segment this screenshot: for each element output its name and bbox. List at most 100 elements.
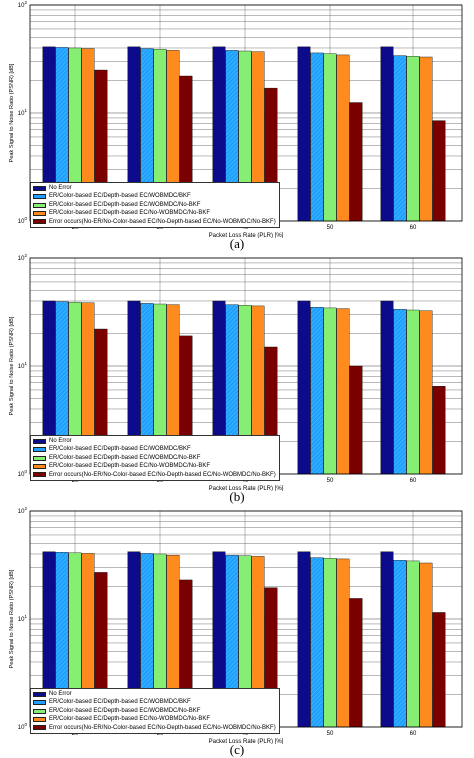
legend-label: Error occurs(No-ER/No-Color-based EC/No-… — [49, 471, 276, 478]
x-axis-label: Packet Loss Rate (PLR) [%] — [209, 739, 284, 744]
legend-item-er-no-bkf: ER/Color-based EC/Depth-based EC/WOBMDC/… — [33, 454, 276, 462]
chart-c-svg: 1001011022030405060Packet Loss Rate (PLR… — [9, 506, 463, 744]
y-tick-label: 100 — [18, 216, 28, 225]
bar-error-occurs-no-er-no-color-ba-plr-50 — [349, 598, 363, 728]
legend-item-error-occurs: Error occurs(No-ER/No-Color-based EC/No-… — [33, 471, 276, 479]
legend-item-no-wobmdc: ER/Color-based EC/Depth-based EC/No-WOBM… — [33, 715, 276, 723]
x-tick-label: 60 — [410, 478, 417, 484]
legend-item-er-bkf: ER/Color-based EC/Depth-based EC/WOBMDC/… — [33, 698, 276, 706]
y-tick-label: 100 — [18, 722, 28, 731]
y-tick-label: 102 — [18, 506, 28, 515]
legend-label: No Error — [49, 185, 72, 191]
chart-panel-b: 1001011022030405060Packet Loss Rate (PLR… — [0, 253, 474, 505]
legend-label: Error occurs(No-ER/No-Color-based EC/No-… — [49, 724, 276, 731]
chart-c-legend: No Error ER/Color-based EC/Depth-based E… — [30, 688, 280, 735]
chart-a-legend: No Error ER/Color-based EC/Depth-based E… — [30, 182, 280, 229]
bar-no-error-plr-50 — [297, 551, 311, 728]
bar-error-occurs-no-er-no-color-ba-plr-50 — [349, 102, 363, 222]
bar-error-occurs-no-er-no-color-ba-plr-60 — [432, 120, 446, 222]
y-tick-label: 101 — [18, 108, 28, 117]
legend-label: No Error — [49, 438, 72, 444]
bar-er-color-based-ec-depth-based--plr-60 — [393, 560, 407, 728]
y-axis-label: Peak Signal to Noise Ratio (PSNR) [dB] — [9, 569, 15, 668]
legend-item-error-occurs: Error occurs(No-ER/No-Color-based EC/No-… — [33, 724, 276, 732]
y-tick-label: 101 — [18, 361, 28, 370]
bar-er-color-based-ec-depth-based--plr-50 — [323, 558, 337, 728]
x-axis-label: Packet Loss Rate (PLR) [%] — [209, 233, 284, 238]
bar-er-color-based-ec-depth-based--plr-60 — [419, 562, 433, 728]
bar-er-color-based-ec-depth-based--plr-60 — [406, 560, 420, 728]
y-axis-label: Peak Signal to Noise Ratio (PSNR) [dB] — [9, 63, 15, 162]
bar-er-color-based-ec-depth-based--plr-60 — [406, 56, 420, 222]
legend-item-no-wobmdc: ER/Color-based EC/Depth-based EC/No-WOBM… — [33, 462, 276, 470]
y-axis-label: Peak Signal to Noise Ratio (PSNR) [dB] — [9, 316, 15, 415]
legend-label: ER/Color-based EC/Depth-based EC/No-WOBM… — [49, 210, 211, 217]
caption-b: (b) — [229, 489, 245, 504]
bar-no-error-plr-50 — [297, 300, 311, 475]
legend-label: ER/Color-based EC/Depth-based EC/WOBMDC/… — [49, 201, 201, 208]
legend-item-no-error: No Error — [33, 184, 276, 192]
caption-a: (a) — [229, 236, 245, 251]
x-tick-label: 50 — [327, 225, 334, 231]
bar-er-color-based-ec-depth-based--plr-60 — [419, 56, 433, 222]
bar-er-color-based-ec-depth-based--plr-50 — [323, 53, 337, 222]
legend-label: ER/Color-based EC/Depth-based EC/No-WOBM… — [49, 716, 211, 723]
y-tick-label: 100 — [18, 469, 28, 478]
legend-item-no-error: No Error — [33, 437, 276, 445]
legend-label: No Error — [49, 691, 72, 697]
legend-swatch — [33, 455, 46, 461]
bar-error-occurs-no-er-no-color-ba-plr-60 — [432, 386, 446, 475]
legend-label: ER/Color-based EC/Depth-based EC/No-WOBM… — [49, 463, 211, 470]
chart-panel-a: 1001011022030405060Packet Loss Rate (PLR… — [0, 0, 474, 252]
bar-er-color-based-ec-depth-based--plr-60 — [393, 55, 407, 222]
bar-error-occurs-no-er-no-color-ba-plr-50 — [349, 365, 363, 475]
legend-swatch — [33, 185, 46, 191]
legend-item-er-bkf: ER/Color-based EC/Depth-based EC/WOBMDC/… — [33, 192, 276, 200]
legend-swatch — [33, 219, 46, 225]
x-tick-label: 50 — [327, 731, 334, 737]
bar-no-error-plr-60 — [380, 551, 394, 728]
legend-item-no-wobmdc: ER/Color-based EC/Depth-based EC/No-WOBM… — [33, 209, 276, 217]
legend-label: ER/Color-based EC/Depth-based EC/WOBMDC/… — [49, 707, 201, 714]
legend-label: ER/Color-based EC/Depth-based EC/WOBMDC/… — [49, 699, 191, 706]
legend-item-er-no-bkf: ER/Color-based EC/Depth-based EC/WOBMDC/… — [33, 707, 276, 715]
legend-swatch — [33, 202, 46, 208]
legend-swatch — [33, 708, 46, 714]
bar-er-color-based-ec-depth-based--plr-60 — [419, 310, 433, 475]
bar-error-occurs-no-er-no-color-ba-plr-60 — [432, 612, 446, 728]
legend-swatch — [33, 700, 46, 706]
legend-item-error-occurs: Error occurs(No-ER/No-Color-based EC/No-… — [33, 218, 276, 226]
legend-label: ER/Color-based EC/Depth-based EC/WOBMDC/… — [49, 193, 191, 200]
bar-er-color-based-ec-depth-based--plr-50 — [336, 558, 350, 728]
bar-no-error-plr-60 — [380, 46, 394, 222]
x-axis-label: Packet Loss Rate (PLR) [%] — [209, 486, 284, 491]
legend-item-er-no-bkf: ER/Color-based EC/Depth-based EC/WOBMDC/… — [33, 201, 276, 209]
bar-no-error-plr-60 — [380, 300, 394, 475]
legend-item-er-bkf: ER/Color-based EC/Depth-based EC/WOBMDC/… — [33, 445, 276, 453]
bar-er-color-based-ec-depth-based--plr-50 — [323, 307, 337, 475]
legend-label: ER/Color-based EC/Depth-based EC/WOBMDC/… — [49, 446, 191, 453]
y-tick-label: 102 — [18, 253, 28, 262]
legend-label: ER/Color-based EC/Depth-based EC/WOBMDC/… — [49, 454, 201, 461]
chart-panel-c: 1001011022030405060Packet Loss Rate (PLR… — [0, 506, 474, 758]
legend-swatch — [33, 447, 46, 453]
legend-swatch — [33, 194, 46, 200]
bar-er-color-based-ec-depth-based--plr-50 — [336, 54, 350, 222]
legend-item-no-error: No Error — [33, 690, 276, 698]
bar-er-color-based-ec-depth-based--plr-50 — [310, 307, 324, 475]
bar-er-color-based-ec-depth-based--plr-50 — [336, 308, 350, 475]
bar-er-color-based-ec-depth-based--plr-50 — [310, 52, 324, 222]
bar-er-color-based-ec-depth-based--plr-60 — [406, 309, 420, 475]
legend-swatch — [33, 691, 46, 697]
bar-er-color-based-ec-depth-based--plr-60 — [393, 309, 407, 475]
legend-swatch — [33, 210, 46, 216]
y-tick-label: 101 — [18, 614, 28, 623]
legend-label: Error occurs(No-ER/No-Color-based EC/No-… — [49, 218, 276, 225]
y-tick-label: 102 — [18, 0, 28, 9]
x-tick-label: 60 — [410, 731, 417, 737]
x-tick-label: 60 — [410, 225, 417, 231]
x-tick-label: 50 — [327, 478, 334, 484]
legend-swatch — [33, 463, 46, 469]
legend-swatch — [33, 472, 46, 478]
legend-swatch — [33, 716, 46, 722]
